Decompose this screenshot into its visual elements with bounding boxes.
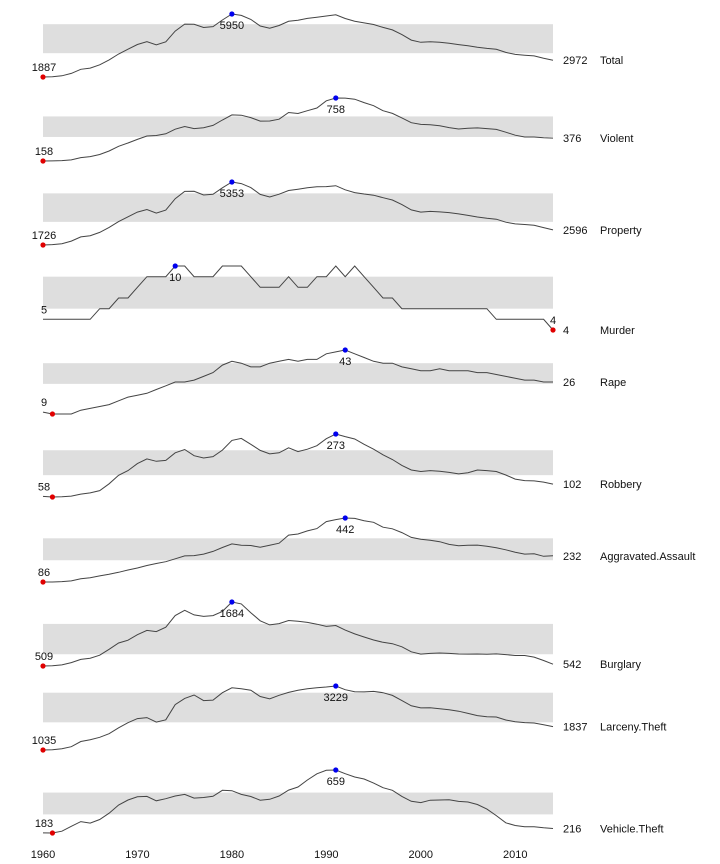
- series-line-violent: [42, 97, 554, 162]
- series-line-robbery: [42, 433, 554, 498]
- point-markers: [40, 11, 556, 836]
- first-value-label-aggravated-assault: 86: [38, 567, 50, 579]
- max-value-label-property: 5353: [220, 188, 244, 200]
- iqr-band-rape: [43, 363, 553, 384]
- x-tick-label: 1960: [31, 849, 55, 861]
- first-value-label-vehicle-theft: 183: [35, 818, 53, 830]
- min-value-label-murder: 4: [550, 315, 556, 327]
- max-point-rape: [342, 347, 348, 353]
- last-value-label-larceny-theft: 1837: [563, 722, 587, 734]
- series-line-rape: [42, 349, 553, 415]
- max-value-label-larceny-theft: 3229: [324, 692, 348, 704]
- iqr-bands: [43, 24, 553, 815]
- max-point-property: [229, 179, 235, 185]
- min-point-aggravated-assault: [40, 579, 46, 585]
- max-point-larceny-theft: [333, 683, 339, 689]
- series-name-violent: Violent: [600, 133, 633, 145]
- max-value-label-murder: 10: [169, 272, 181, 284]
- first-value-label-robbery: 58: [38, 481, 50, 493]
- series-name-vehicle-theft: Vehicle.Theft: [600, 824, 664, 836]
- series-name-rape: Rape: [600, 377, 626, 389]
- series-line-murder: [43, 265, 554, 331]
- max-point-vehicle-theft: [333, 767, 339, 773]
- series-line-burglary: [42, 601, 554, 667]
- series-line-aggravated-assault: [43, 517, 554, 583]
- series-name-total: Total: [600, 55, 623, 67]
- first-value-label-total: 1887: [32, 62, 56, 74]
- min-point-robbery: [49, 494, 56, 500]
- iqr-band-murder: [43, 276, 553, 309]
- first-value-label-rape: 9: [41, 397, 47, 409]
- last-value-label-violent: 376: [563, 133, 581, 145]
- min-point-total: [40, 74, 46, 80]
- max-value-label-aggravated-assault: 442: [336, 524, 354, 536]
- max-point-burglary: [229, 599, 235, 605]
- iqr-band-property: [43, 193, 553, 222]
- series-name-burglary: Burglary: [600, 659, 641, 671]
- max-point-murder: [172, 263, 178, 269]
- series-line-property: [42, 181, 554, 246]
- min-point-rape: [49, 411, 56, 417]
- iqr-band-vehicle-theft: [43, 792, 553, 815]
- last-value-label-rape: 26: [563, 377, 575, 389]
- last-value-label-burglary: 542: [563, 659, 581, 671]
- series-line-total: [42, 13, 554, 78]
- x-axis: 1960 1970 1980 1990 2000 2010: [31, 849, 528, 861]
- x-tick-label: 1970: [125, 849, 149, 861]
- max-value-label-robbery: 273: [327, 440, 345, 452]
- iqr-band-violent: [43, 116, 553, 137]
- max-point-aggravated-assault: [342, 515, 348, 521]
- max-value-label-vehicle-theft: 659: [327, 776, 345, 788]
- iqr-band-robbery: [43, 450, 553, 476]
- max-value-label-total: 5950: [220, 20, 244, 32]
- value-labels: 1887 5950 2972 Total 158 758 376 Violent 1726 535…: [32, 20, 696, 836]
- max-value-label-violent: 758: [327, 104, 345, 116]
- min-point-burglary: [40, 663, 46, 669]
- min-point-violent: [40, 158, 46, 164]
- x-tick-label: 2000: [409, 849, 433, 861]
- series-line-larceny-theft: [42, 685, 554, 751]
- last-value-label-robbery: 102: [563, 479, 581, 491]
- series-line-vehicle-theft: [42, 769, 554, 834]
- max-value-label-rape: 43: [339, 356, 351, 368]
- last-value-label-murder: 4: [563, 325, 569, 337]
- series-name-robbery: Robbery: [600, 479, 642, 491]
- first-value-label-burglary: 509: [35, 651, 53, 663]
- first-value-label-murder: 5: [41, 304, 47, 316]
- iqr-band-aggravated-assault: [43, 538, 553, 561]
- last-value-label-vehicle-theft: 216: [563, 824, 581, 836]
- iqr-band-larceny-theft: [43, 692, 553, 723]
- x-tick-label: 1990: [314, 849, 338, 861]
- series-name-larceny-theft: Larceny.Theft: [600, 722, 666, 734]
- series-name-murder: Murder: [600, 325, 635, 337]
- min-point-larceny-theft: [40, 747, 46, 753]
- max-point-violent: [333, 95, 339, 101]
- series-name-aggravated-assault: Aggravated.Assault: [600, 551, 695, 563]
- min-point-property: [40, 242, 46, 248]
- iqr-band-burglary: [43, 623, 553, 655]
- first-value-label-violent: 158: [35, 146, 53, 158]
- x-tick-label: 2010: [503, 849, 527, 861]
- series-lines: [42, 13, 554, 834]
- last-value-label-aggravated-assault: 232: [563, 551, 581, 563]
- max-point-robbery: [333, 431, 339, 437]
- max-value-label-burglary: 1684: [220, 608, 244, 620]
- first-value-label-larceny-theft: 1035: [32, 735, 56, 747]
- last-value-label-property: 2596: [563, 225, 587, 237]
- first-value-label-property: 1726: [32, 230, 56, 242]
- last-value-label-total: 2972: [563, 55, 587, 67]
- min-point-vehicle-theft: [49, 830, 56, 836]
- min-point-murder: [550, 327, 556, 333]
- iqr-band-total: [43, 24, 553, 54]
- x-tick-label: 1980: [220, 849, 244, 861]
- series-name-property: Property: [600, 225, 642, 237]
- max-point-total: [229, 11, 235, 17]
